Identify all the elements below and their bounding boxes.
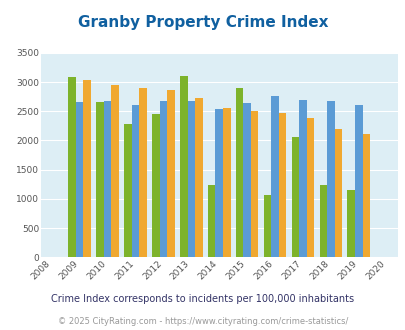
Bar [278, 113, 286, 257]
Bar [222, 108, 230, 257]
Bar [139, 88, 147, 257]
Bar [291, 137, 298, 257]
Text: Crime Index corresponds to incidents per 100,000 inhabitants: Crime Index corresponds to incidents per… [51, 294, 354, 304]
Bar [243, 103, 250, 257]
Bar [167, 90, 174, 257]
Bar [195, 98, 202, 257]
Bar [334, 129, 341, 257]
Bar [235, 88, 243, 257]
Bar [354, 105, 362, 257]
Bar [83, 80, 91, 257]
Bar [347, 190, 354, 257]
Bar [187, 101, 195, 257]
Legend: Granby, Colorado, National: Granby, Colorado, National [91, 328, 346, 330]
Bar [326, 101, 334, 257]
Bar [76, 103, 83, 257]
Bar [263, 195, 271, 257]
Bar [306, 118, 313, 257]
Bar [124, 124, 131, 257]
Bar [298, 100, 306, 257]
Bar [271, 96, 278, 257]
Text: © 2025 CityRating.com - https://www.cityrating.com/crime-statistics/: © 2025 CityRating.com - https://www.city… [58, 317, 347, 326]
Bar [215, 109, 222, 257]
Bar [96, 103, 104, 257]
Bar [207, 185, 215, 257]
Bar [68, 77, 76, 257]
Bar [319, 185, 326, 257]
Bar [362, 134, 369, 257]
Bar [250, 111, 258, 257]
Bar [179, 76, 187, 257]
Bar [159, 101, 167, 257]
Bar [111, 85, 119, 257]
Bar [152, 114, 159, 257]
Text: Granby Property Crime Index: Granby Property Crime Index [78, 15, 327, 30]
Bar [131, 105, 139, 257]
Bar [104, 101, 111, 257]
